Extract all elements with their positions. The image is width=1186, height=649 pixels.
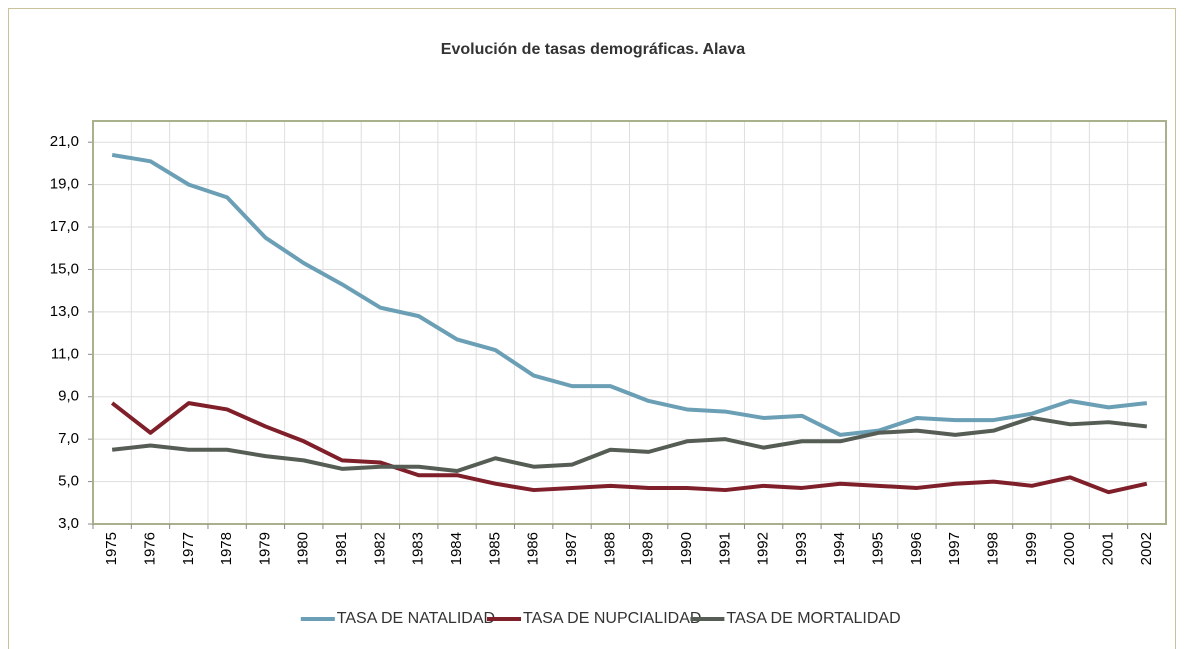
x-tick-label: 1997: [946, 532, 963, 565]
x-tick-label: 1995: [870, 532, 887, 565]
x-tick-label: 1982: [371, 532, 388, 565]
y-tick-label: 19,0: [50, 176, 79, 193]
legend-label: TASA DE NATALIDAD: [337, 610, 495, 627]
y-tick-label: 7,0: [58, 430, 79, 447]
legend-label: TASA DE MORTALIDAD: [726, 610, 900, 627]
x-tick-label: 2002: [1138, 532, 1155, 565]
x-tick-label: 1976: [141, 532, 158, 565]
x-tick-label: 1993: [793, 532, 810, 565]
x-tick-label: 1985: [486, 532, 503, 565]
x-tick-label: 1986: [525, 532, 542, 565]
x-tick-label: 2001: [1099, 532, 1116, 565]
x-tick-label: 1994: [831, 532, 848, 565]
x-tick-label: 1990: [678, 532, 695, 565]
chart-title: Evolución de tasas demográficas. Alava: [441, 41, 746, 58]
x-tick-label: 1989: [640, 532, 657, 565]
x-tick-label: 1975: [103, 532, 120, 565]
y-tick-label: 17,0: [50, 218, 79, 235]
x-tick-label: 1977: [180, 532, 197, 565]
series-line: [111, 152, 1148, 437]
y-tick-label: 13,0: [50, 303, 79, 320]
x-tick-label: 1979: [256, 532, 273, 565]
y-tick-label: 11,0: [51, 345, 79, 362]
x-tick-label: 1978: [218, 532, 235, 565]
y-tick-label: 9,0: [58, 388, 79, 405]
x-tick-label: 1987: [563, 532, 580, 565]
x-tick-label: 1999: [1023, 532, 1040, 565]
x-tick-label: 1996: [908, 532, 925, 565]
x-tick-label: 1983: [410, 532, 427, 565]
chart-frame: [8, 8, 1176, 649]
y-tick-label: 5,0: [58, 473, 79, 490]
x-tick-label: 1981: [333, 532, 350, 565]
y-tick-label: 3,0: [58, 515, 79, 532]
y-tick-label: 21,0: [50, 133, 79, 150]
x-tick-label: 1992: [755, 532, 772, 565]
series-line: [110, 401, 1148, 495]
x-tick-label: 1980: [295, 532, 312, 565]
y-tick-label: 15,0: [50, 260, 79, 277]
x-tick-label: 1984: [448, 532, 465, 565]
x-tick-label: 1991: [716, 532, 733, 565]
x-tick-label: 1998: [985, 532, 1002, 565]
series-line: [111, 415, 1148, 473]
x-tick-label: 1988: [601, 532, 618, 565]
x-tick-label: 2000: [1061, 532, 1078, 565]
legend-label: TASA DE NUPCIALIDAD: [523, 610, 701, 627]
